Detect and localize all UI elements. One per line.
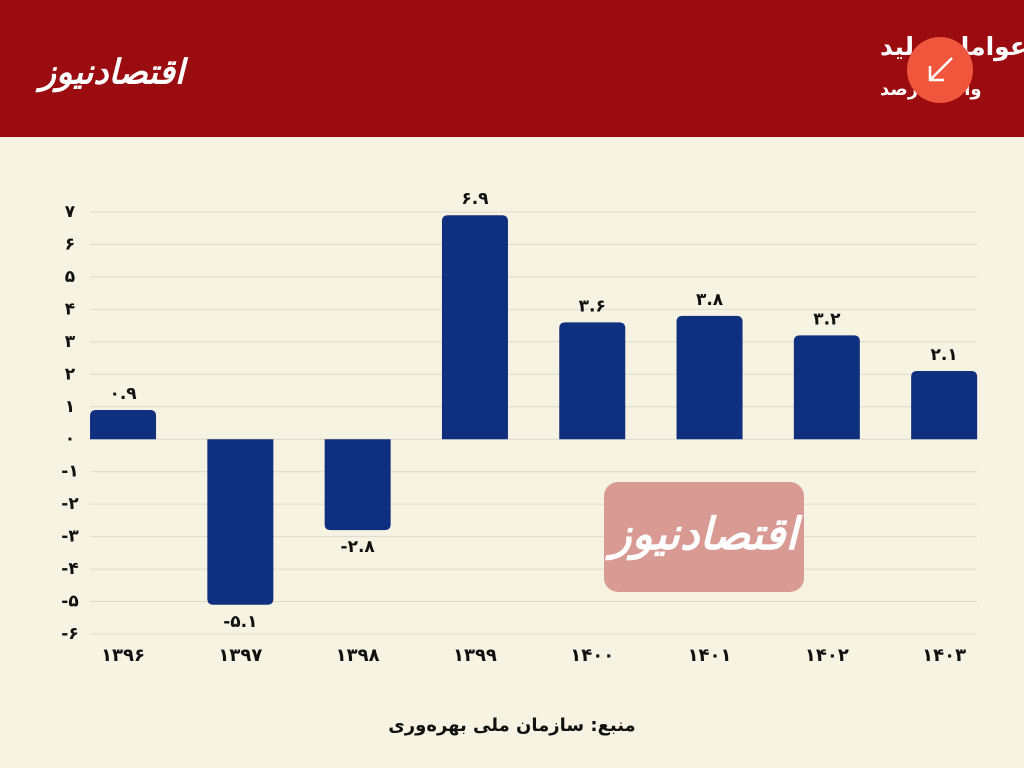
y-tick-label: ۲ [65, 364, 76, 384]
x-tick-label: ۱۴۰۱ [688, 645, 732, 666]
x-tick-label: ۱۴۰۲ [805, 645, 849, 666]
value-label: ۰.۹ [109, 384, 137, 404]
y-tick-label: ۱ [65, 397, 75, 417]
x-tick-label: ۱۳۹۹ [453, 645, 497, 666]
value-label: -۲.۸ [341, 537, 376, 557]
value-label: ۶.۹ [461, 189, 489, 209]
y-tick-label: -۵ [61, 592, 78, 612]
bar [207, 439, 274, 605]
y-tick-label: -۱ [61, 462, 78, 482]
y-tick-label: ۰ [65, 429, 75, 449]
y-tick-label: -۶ [61, 624, 78, 644]
y-tick-label: -۲ [61, 494, 79, 514]
x-tick-label: ۱۳۹۷ [218, 645, 262, 666]
logo: اقتصادنیوز [35, 53, 189, 93]
bar [676, 315, 743, 440]
plot: ۷ ۶ ۵ ۴ ۳ ۲ ۱ ۰ -۱ -۲ -۳ -۴ -۵ -۶ ۰.۹ ۱۳۹۶ -۵.۱ ۱۳۹۷ -۲.۸ ۱… [61, 189, 978, 666]
bar [793, 335, 860, 440]
y-tick-label: ۷ [65, 202, 76, 222]
watermark-text: اقتصادنیوز [604, 509, 803, 561]
header [0, 0, 1024, 137]
x-tick-label: ۱۴۰۳ [922, 645, 966, 666]
bar [441, 215, 508, 440]
watermark [604, 482, 804, 592]
x-tick-label: ۱۳۹۸ [336, 645, 380, 666]
bar [90, 410, 157, 440]
value-label: ۳.۲ [813, 309, 841, 329]
value-label: ۳.۶ [579, 296, 606, 316]
y-tick-label: ۵ [65, 267, 75, 287]
y-tick-label: ۴ [65, 299, 75, 319]
x-tick-label: ۱۳۹۶ [101, 645, 145, 666]
value-label: ۲.۱ [931, 345, 958, 365]
source: منبع: سازمان ملی بهره‌وری [388, 715, 635, 736]
y-tick-label: ۳ [65, 332, 76, 352]
icon-arrow [928, 57, 953, 82]
value-label: ۳.۸ [696, 290, 724, 310]
y-tick-label: -۴ [61, 559, 78, 579]
value-label: -۵.۱ [223, 612, 257, 632]
y-tick-label: -۳ [61, 527, 79, 547]
y-tick-label: ۶ [65, 234, 75, 254]
bar [911, 371, 978, 440]
bar [559, 322, 626, 440]
x-tick-label: ۱۴۰۰ [570, 645, 614, 666]
bar [324, 439, 391, 531]
